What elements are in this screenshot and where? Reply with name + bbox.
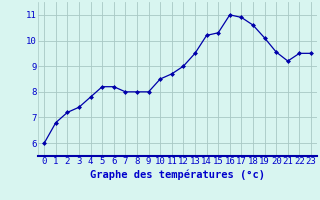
X-axis label: Graphe des températures (°c): Graphe des températures (°c) [90, 169, 265, 180]
